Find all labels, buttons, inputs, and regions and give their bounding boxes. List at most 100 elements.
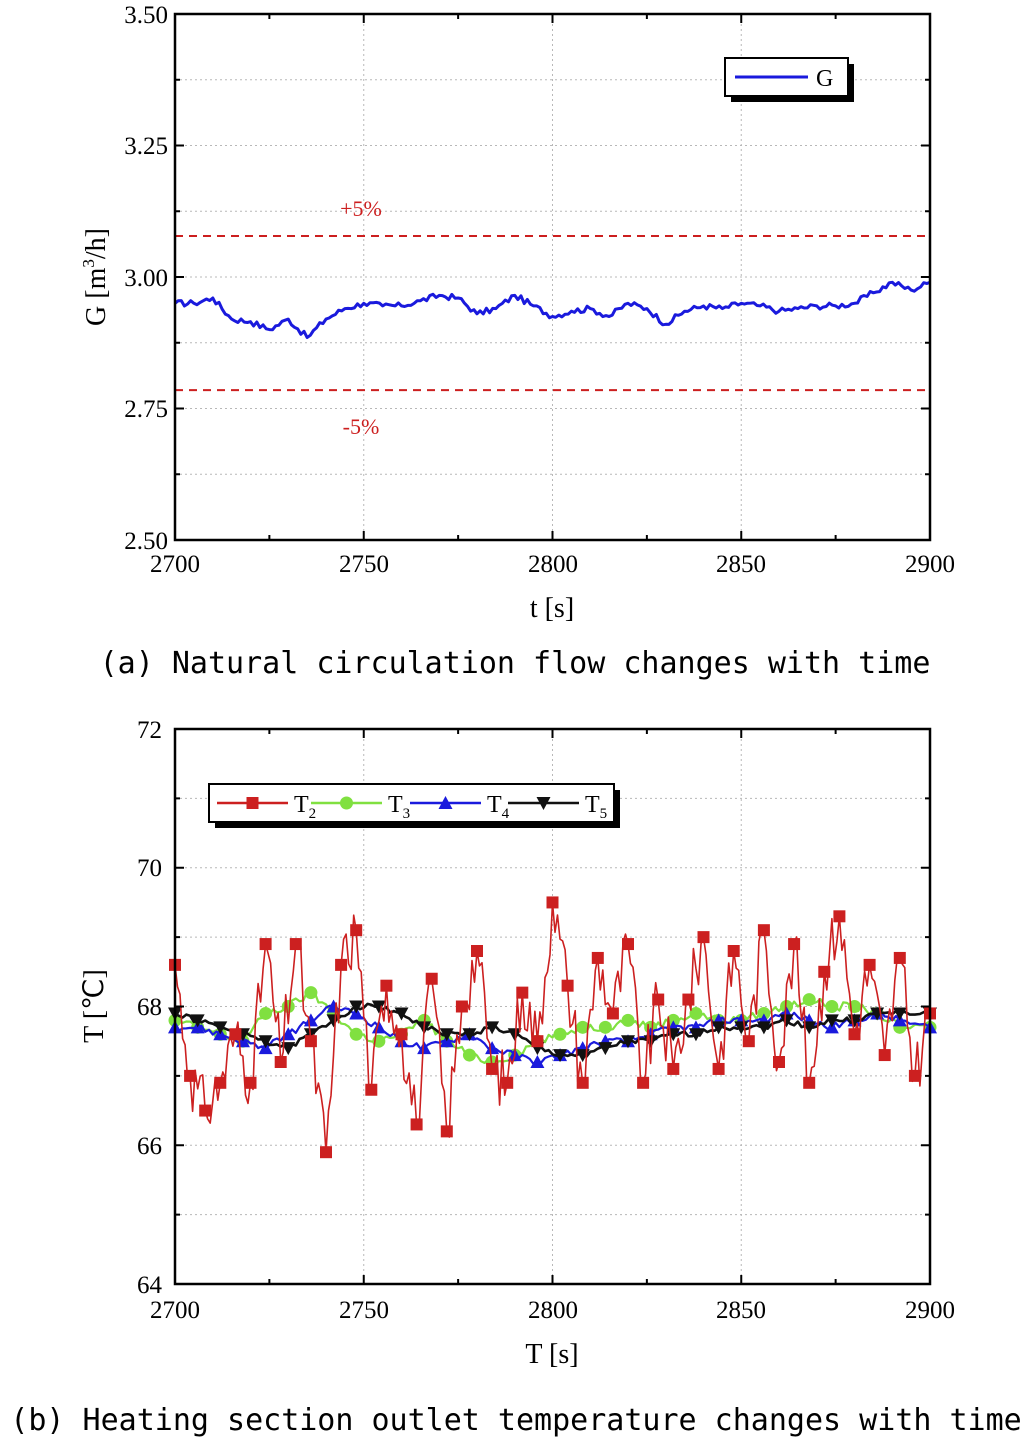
series-line-g (174, 280, 931, 339)
data-point-t3 (621, 1013, 635, 1027)
data-point-t2 (304, 1035, 317, 1048)
data-point-t2 (637, 1076, 650, 1089)
data-point-t5 (824, 1014, 839, 1028)
data-point-t5 (349, 1000, 364, 1014)
x-tick-label: 2800 (528, 1297, 578, 1324)
y-tick-label: 3.00 (124, 265, 168, 292)
data-point-t2 (350, 924, 363, 937)
data-point-t3 (349, 1027, 363, 1041)
x-tick-label: 2750 (339, 551, 389, 578)
legend-label-t5-sub: 5 (600, 806, 608, 822)
data-point-t2 (380, 979, 393, 992)
y-tick-label: 66 (137, 1133, 162, 1160)
plus-5-percent-label: +5% (340, 196, 382, 221)
legend-marker-t3 (340, 796, 353, 810)
data-point-t3 (802, 993, 816, 1007)
y-tick-label: 64 (137, 1272, 163, 1299)
legend-marker-t5 (536, 797, 551, 810)
data-point-t5 (553, 1049, 568, 1063)
data-point-t2 (576, 1076, 589, 1089)
data-point-t4 (485, 1041, 500, 1055)
data-point-t2 (184, 1069, 197, 1082)
legend-label-t4-sub: 4 (502, 806, 510, 822)
panel-b: 2700 2750 2800 2850 2900 64 66 68 70 72 … (10, 717, 1021, 1438)
data-point-t2 (803, 1076, 816, 1089)
data-point-t4 (281, 1027, 296, 1041)
data-point-t3 (598, 1020, 612, 1034)
y-tick-label: 70 (137, 855, 162, 882)
data-point-t3 (281, 1000, 295, 1013)
legend-marker-t4 (438, 796, 453, 809)
data-point-t2 (395, 1028, 408, 1041)
data-point-t5 (462, 1028, 477, 1042)
data-point-t4 (303, 1013, 318, 1027)
y-tick-label: 2.75 (124, 396, 168, 423)
legend-marks (217, 796, 579, 810)
data-point-t3 (462, 1048, 476, 1062)
data-point-t2 (712, 1062, 725, 1075)
x-tick-label: 2850 (716, 551, 766, 578)
data-point-t5 (213, 1021, 228, 1035)
x-tick-labels-a: 2700 2750 2800 2850 2900 (150, 551, 955, 578)
legend-label-t2-sub: 2 (309, 806, 317, 822)
x-tick-label: 2700 (150, 1297, 200, 1324)
data-point-t2 (757, 924, 770, 937)
grid-a (175, 14, 930, 540)
data-point-t2 (561, 979, 574, 992)
y-axis-title-b: T [℃] (79, 969, 110, 1043)
series-line-t4 (174, 1004, 931, 1066)
data-point-t4 (530, 1055, 545, 1068)
data-point-t2 (410, 1118, 423, 1131)
data-point-t2 (606, 1007, 619, 1020)
y-axis-title-sup: 3 (79, 259, 98, 268)
legend-label-g: G (816, 66, 833, 92)
data-point-t5 (711, 1021, 726, 1035)
y-axis-title-a: G [m3/h] (79, 228, 112, 326)
data-point-t2 (833, 910, 846, 923)
data-point-t2 (652, 993, 665, 1006)
data-point-t2 (818, 965, 831, 978)
data-point-t5 (688, 1028, 703, 1042)
data-point-t2 (244, 1076, 257, 1089)
data-point-t2 (214, 1076, 227, 1089)
data-point-t5 (802, 1021, 817, 1035)
data-point-t2 (425, 972, 438, 985)
data-point-t2 (742, 1035, 755, 1048)
series-a (174, 280, 931, 339)
panel-a: +5% -5% 2700 2750 2800 2850 2900 2.50 2.… (79, 2, 955, 681)
data-point-t5 (847, 1014, 862, 1028)
data-point-t2 (788, 938, 801, 951)
legend-label-t2-main: T (294, 792, 309, 818)
x-tick-label: 2800 (528, 551, 578, 578)
data-point-t2 (546, 896, 559, 909)
data-point-t4 (371, 1020, 386, 1034)
x-tick-label: 2900 (905, 551, 955, 578)
data-point-t5 (394, 1007, 409, 1021)
data-point-t2 (863, 958, 876, 971)
y-axis-title-tail: /h] (81, 228, 112, 259)
legend-label-t3-sub: 3 (403, 806, 411, 822)
data-point-t2 (878, 1049, 891, 1062)
data-point-t5 (190, 1014, 205, 1028)
data-point-t5 (281, 1042, 296, 1056)
data-point-t2 (455, 1000, 468, 1013)
data-point-t5 (258, 1035, 273, 1049)
x-tick-label: 2900 (905, 1297, 955, 1324)
data-point-t3 (304, 986, 318, 1000)
data-point-t2 (320, 1146, 332, 1159)
minus-5-percent-label: -5% (343, 414, 380, 439)
data-point-t5 (892, 1007, 907, 1021)
data-point-t3 (553, 1027, 567, 1041)
data-point-t2 (501, 1076, 514, 1089)
legend-marker-t2 (246, 797, 259, 809)
caption-b: (b) Heating section outlet temperature c… (10, 1403, 1021, 1438)
data-point-t2 (229, 1028, 242, 1041)
data-point-t2 (259, 938, 272, 951)
legend-label-t3: T3 (388, 792, 410, 822)
y-tick-label: 3.50 (124, 2, 168, 29)
ticks-a (174, 13, 931, 541)
series-line-t3 (174, 990, 931, 1065)
data-point-t2 (365, 1083, 378, 1096)
caption-a: (a) Natural circulation flow changes wit… (100, 646, 931, 681)
